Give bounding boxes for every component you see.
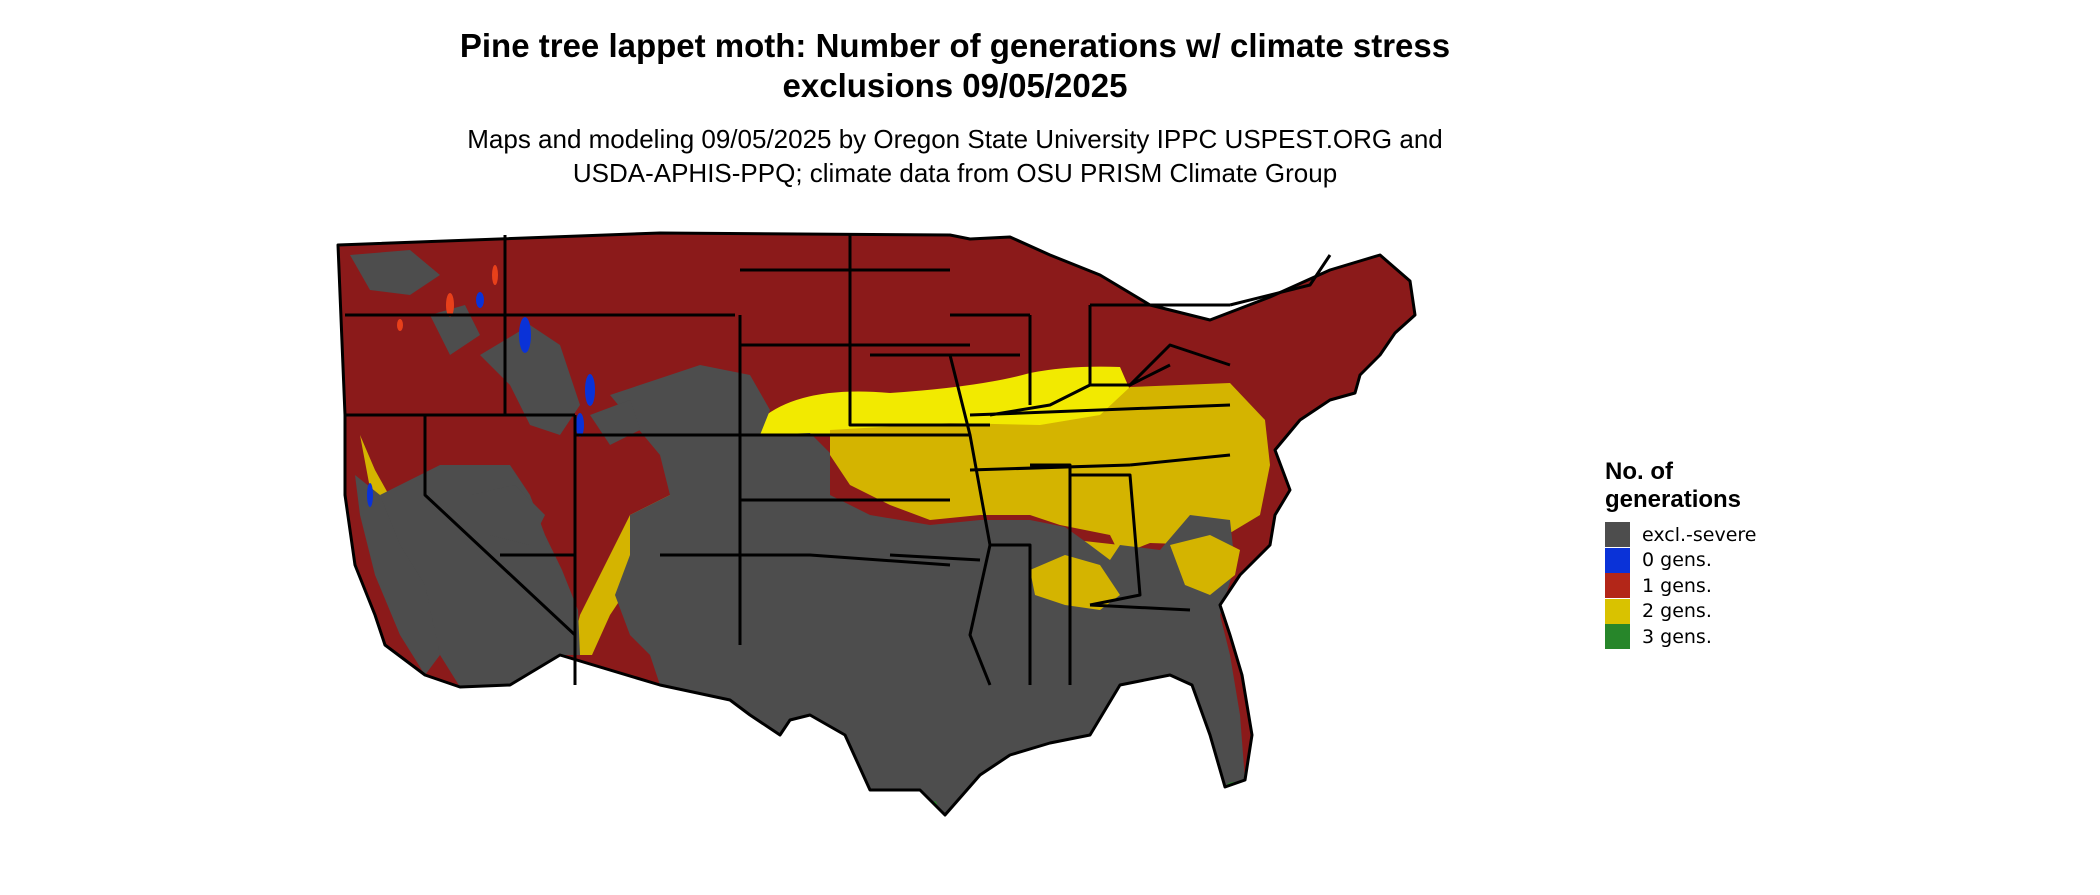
- legend-swatch: [1605, 547, 1630, 573]
- zero-gen-wyoming: [519, 317, 531, 353]
- two-generation-georgia: [1170, 535, 1240, 595]
- legend-label: excl.-severe: [1642, 523, 1757, 546]
- border-al-ga: [1070, 473, 1142, 607]
- map-subtitle: Maps and modeling 09/05/2025 by Oregon S…: [290, 122, 1620, 190]
- border-ny-ne: [1229, 254, 1332, 307]
- light-patch-montana: [492, 265, 498, 285]
- legend-title-line-2: generations: [1605, 486, 1742, 513]
- excluded-idaho-patch: [430, 305, 480, 355]
- zero-gen-sierra: [367, 483, 373, 507]
- light-patch-idaho: [446, 293, 454, 317]
- border-tn-ky: [969, 403, 1231, 417]
- title-line-1: Pine tree lappet moth: Number of generat…: [459, 27, 1451, 64]
- border-la-ms: [990, 543, 1032, 685]
- us-generations-map: [336, 231, 1417, 817]
- legend-swatch: [1605, 624, 1630, 650]
- legend-label: 2 gens.: [1642, 600, 1712, 623]
- legend-swatch: [1605, 522, 1630, 548]
- border-ok-tx: [740, 553, 951, 567]
- legend-item: 1 gens.: [1605, 573, 1785, 599]
- one-generation-light-mountain-patches: [397, 265, 498, 331]
- three-generation-patches: [932, 782, 1243, 815]
- title-line-2: exclusions 09/05/2025: [782, 67, 1128, 104]
- legend-title-line-1: No. of: [1605, 458, 1673, 485]
- legend-item: 0 gens.: [1605, 547, 1785, 574]
- light-patch-oregon: [397, 319, 403, 331]
- legend-swatch: [1605, 573, 1630, 599]
- legend-label: 1 gens.: [1642, 574, 1712, 597]
- border-ar-la: [889, 553, 981, 562]
- border-mn-ia: [848, 233, 990, 427]
- zero-gen-colorado-south: [576, 413, 584, 437]
- two-generation-light-belt: [760, 366, 1130, 435]
- legend-label: 0 gens.: [1642, 549, 1712, 572]
- border-ga-fl: [1089, 603, 1191, 612]
- map-title: Pine tree lappet moth: Number of generat…: [290, 26, 1620, 106]
- subtitle-line-1: Maps and modeling 09/05/2025 by Oregon S…: [467, 124, 1443, 154]
- legend-items: excl.-severe 0 gens. 1 gens. 2 gens. 3 gens.: [1605, 522, 1785, 650]
- excluded-california-valley: [355, 475, 440, 675]
- map-legend: No. of generations excl.-severe 0 gens. 1 …: [1605, 458, 1785, 650]
- border-ca-nv-diag: [423, 415, 577, 637]
- legend-item: 2 gens.: [1605, 598, 1785, 625]
- excluded-washington-patch: [350, 250, 440, 295]
- legend-item: excl.-severe: [1605, 522, 1785, 548]
- border-nc-sc: [1129, 453, 1231, 467]
- border-va-wv: [1128, 343, 1231, 387]
- legend-item: 3 gens.: [1605, 624, 1785, 650]
- excluded-arizona-patch: [470, 485, 545, 545]
- legend-swatch: [1605, 598, 1630, 624]
- excluded-plains: [610, 365, 1245, 815]
- legend-title: No. of generations: [1605, 458, 1785, 514]
- legend-label: 3 gens.: [1642, 625, 1712, 648]
- border-ms-al: [1030, 463, 1072, 685]
- map-body: [338, 233, 1415, 815]
- two-generation-southeast-lobes: [1030, 555, 1120, 610]
- subtitle-line-2: USDA-APHIS-PPQ; climate data from OSU PR…: [572, 158, 1338, 188]
- zero-gen-montana: [476, 292, 484, 308]
- zero-gen-colorado-north: [585, 374, 595, 406]
- state-borders: [336, 231, 1417, 817]
- zero-generation-mountain-patches: [367, 292, 595, 507]
- border-tn-south: [969, 463, 1131, 472]
